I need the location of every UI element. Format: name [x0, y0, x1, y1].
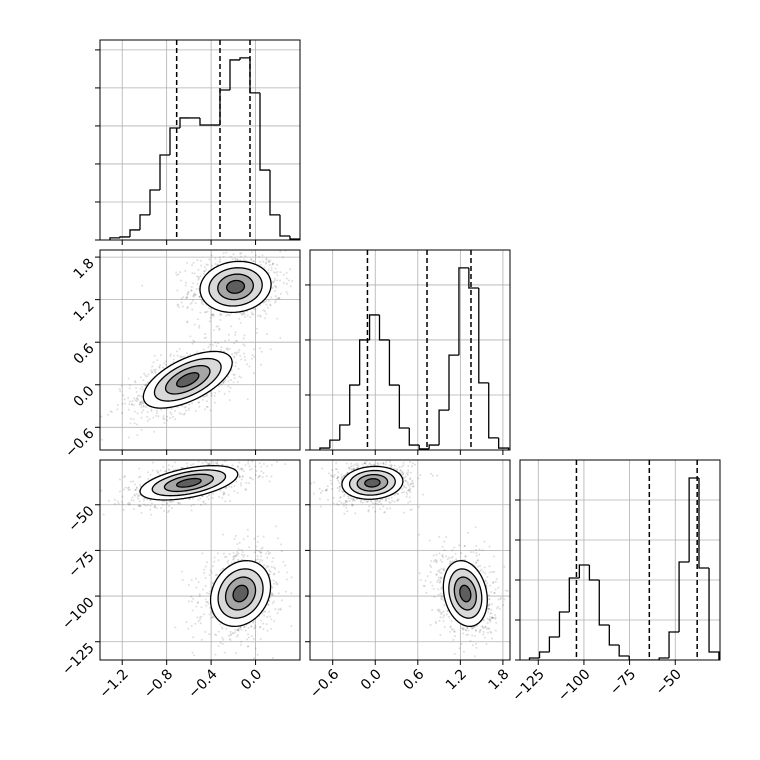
- x-tick-label: −100: [555, 666, 594, 705]
- hist-step: [329, 439, 340, 449]
- panel: −0.6 0.0 0.6 1.2 1.8: [305, 459, 513, 702]
- hist-step: [488, 382, 499, 439]
- hist-step: [418, 445, 430, 450]
- hist-step: [398, 385, 410, 429]
- hist-step: [538, 651, 550, 658]
- x-tick-label: −125: [509, 666, 548, 705]
- frame: [99, 459, 301, 661]
- contour: [232, 584, 249, 603]
- hist-step: [159, 154, 170, 190]
- hist-step: [109, 237, 120, 240]
- y-tick-label: −125: [59, 640, 98, 679]
- panel: −125 −100 −75 −50: [509, 459, 721, 705]
- y-tick-label: 0.6: [71, 340, 98, 367]
- hist-step: [658, 657, 670, 660]
- hist-step: [388, 339, 400, 386]
- hist-step: [698, 478, 710, 569]
- hist-step: [588, 565, 600, 581]
- y-tick-label: 1.8: [71, 255, 98, 282]
- hist-step: [149, 189, 160, 215]
- contour: [176, 372, 200, 388]
- hist-step: [558, 611, 570, 637]
- hist-step: [628, 656, 640, 660]
- hist-step: [578, 564, 590, 578]
- y-tick-label: 1.2: [71, 298, 98, 325]
- hist-step: [319, 447, 330, 450]
- hist-step: [239, 57, 250, 60]
- plot-area: [100, 460, 293, 660]
- hist-step: [259, 92, 270, 171]
- hist-step: [169, 127, 180, 156]
- plot-area: [109, 40, 300, 240]
- plot-area: [100, 250, 300, 441]
- frame: [99, 249, 301, 451]
- x-tick-label: −75: [607, 666, 639, 698]
- hist-step: [708, 568, 720, 660]
- panel: −1.2 −0.8 −0.4 0.0 −125 −100 −75 −50: [59, 459, 301, 702]
- hist-step: [428, 444, 440, 449]
- plot-area: [319, 250, 510, 450]
- x-tick-label: −0.4: [185, 666, 220, 701]
- x-tick-label: 1.2: [443, 666, 470, 693]
- hist-step: [179, 117, 190, 129]
- contour: [226, 279, 246, 294]
- hist-step: [229, 59, 240, 90]
- hist-step: [408, 427, 420, 446]
- x-tick-label: −50: [653, 666, 685, 698]
- panel: −0.6 0.0 0.6 1.2 1.8: [62, 249, 301, 461]
- plot-area: [310, 460, 509, 658]
- hist-step: [358, 339, 370, 386]
- plot-area: [528, 460, 720, 660]
- x-tick-label: 0.0: [238, 666, 265, 693]
- frame: [309, 249, 511, 451]
- panel: [305, 249, 511, 455]
- hist-step: [199, 117, 210, 126]
- x-tick-label: −1.2: [97, 666, 132, 701]
- hist-step: [458, 267, 469, 356]
- hist-step: [668, 631, 680, 658]
- x-tick-label: 1.8: [486, 666, 513, 693]
- hist-step: [378, 314, 390, 341]
- hist-step: [608, 625, 620, 646]
- hist-step: [568, 577, 580, 612]
- frame: [309, 459, 511, 661]
- y-tick-label: −100: [59, 594, 98, 633]
- hist-step: [528, 657, 540, 660]
- contour: [364, 478, 381, 488]
- hist-step: [339, 424, 350, 441]
- hist-step: [368, 314, 380, 340]
- y-tick-label: −0.6: [62, 426, 97, 461]
- contour: [459, 584, 472, 603]
- hist-step: [478, 287, 489, 384]
- hist-step: [688, 477, 699, 562]
- hist-step: [438, 409, 450, 446]
- x-tick-label: 0.6: [400, 666, 427, 693]
- hist-step: [618, 645, 630, 657]
- hist-step: [219, 89, 230, 125]
- x-tick-label: 0.0: [358, 666, 385, 693]
- hist-step: [289, 236, 300, 240]
- contour: [176, 477, 202, 488]
- x-tick-label: −0.8: [141, 666, 176, 701]
- hist-step: [448, 354, 459, 411]
- hist-step: [598, 580, 610, 626]
- hist-step: [498, 437, 510, 450]
- y-tick-label: −75: [65, 549, 97, 581]
- hist-step: [678, 561, 690, 632]
- y-tick-label: −50: [65, 503, 97, 535]
- hist-step: [548, 636, 560, 652]
- panel: [95, 39, 301, 245]
- frame: [519, 459, 721, 661]
- hist-step: [279, 214, 290, 237]
- x-tick-label: −0.6: [307, 666, 342, 701]
- y-tick-label: 0.0: [71, 383, 98, 410]
- hist-step: [129, 229, 140, 237]
- hist-step: [119, 236, 130, 238]
- hist-step: [468, 267, 479, 289]
- hist-step: [269, 170, 280, 216]
- frame: [99, 39, 301, 241]
- hist-step: [349, 384, 360, 425]
- hist-step: [139, 214, 150, 230]
